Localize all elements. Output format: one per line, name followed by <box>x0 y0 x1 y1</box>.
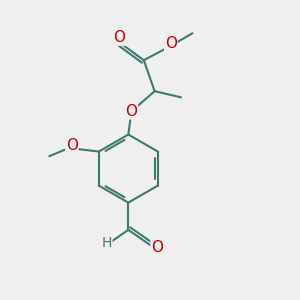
Text: H: H <box>101 236 112 250</box>
Text: O: O <box>113 30 125 45</box>
Text: O: O <box>125 104 137 119</box>
Text: O: O <box>66 139 78 154</box>
Text: O: O <box>165 36 177 51</box>
Text: O: O <box>151 240 163 255</box>
